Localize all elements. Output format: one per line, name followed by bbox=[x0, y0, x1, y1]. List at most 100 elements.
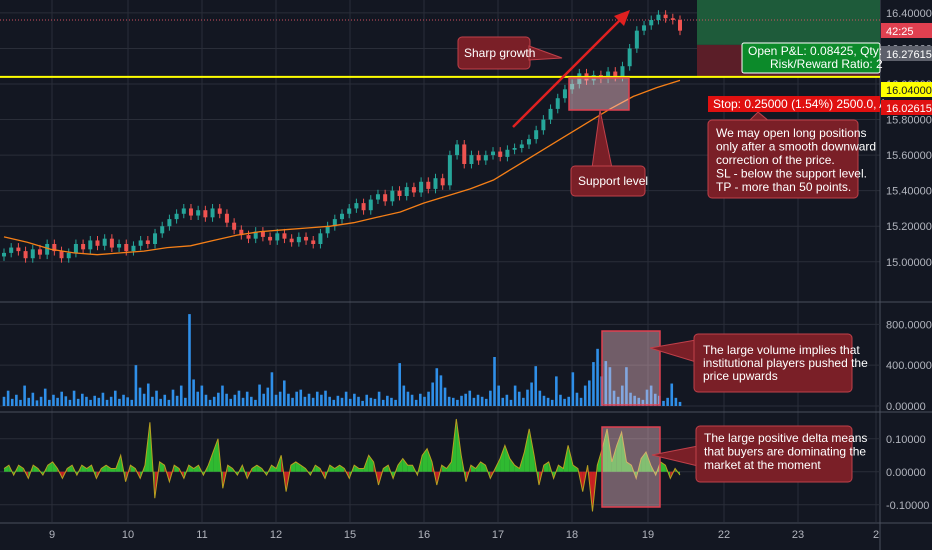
candle-body bbox=[325, 226, 330, 234]
volume-bar bbox=[142, 393, 146, 406]
candle-body bbox=[246, 235, 251, 239]
candle-body bbox=[332, 219, 337, 227]
volume-bar bbox=[579, 397, 583, 406]
volume-bar bbox=[109, 396, 113, 406]
delta-segment bbox=[368, 455, 374, 472]
volume-bar bbox=[472, 397, 476, 406]
volume-tick-label: 0.00000 bbox=[886, 401, 926, 413]
candle-body bbox=[368, 199, 373, 211]
candle-body bbox=[59, 251, 64, 259]
candle-body bbox=[81, 244, 86, 250]
volume-bar bbox=[402, 385, 406, 406]
volume-bar bbox=[81, 393, 84, 406]
delta-segment bbox=[101, 465, 107, 472]
volume-bar bbox=[394, 399, 397, 406]
candle-body bbox=[555, 98, 560, 109]
volume-bar bbox=[151, 396, 154, 406]
volume-bar bbox=[225, 393, 228, 406]
volume-bar bbox=[52, 394, 55, 406]
candle-body bbox=[678, 20, 682, 31]
sharp-growth-text: Sharp growth bbox=[464, 46, 535, 60]
candle-body bbox=[404, 187, 409, 196]
delta-segment bbox=[602, 428, 608, 472]
volume-highlight-box bbox=[601, 330, 661, 406]
candle-body bbox=[30, 249, 35, 259]
candle-body bbox=[232, 222, 237, 230]
delta-segment bbox=[295, 461, 301, 472]
volume-bar bbox=[89, 399, 92, 406]
volume-bar bbox=[270, 372, 274, 406]
candle-body bbox=[188, 208, 193, 216]
delta-segment bbox=[193, 465, 199, 472]
candle-body bbox=[375, 194, 380, 200]
y-tick-label: 15.00000 bbox=[886, 257, 932, 269]
candle-body bbox=[447, 155, 452, 186]
candle-body bbox=[526, 139, 531, 145]
candle-body bbox=[304, 236, 309, 241]
delta-segment bbox=[509, 458, 515, 472]
support-level-text: Support level bbox=[578, 174, 648, 188]
volume-bar bbox=[670, 383, 674, 406]
volume-bar bbox=[332, 399, 336, 406]
candle-body bbox=[570, 84, 575, 90]
volume-bar bbox=[365, 394, 369, 406]
support-price-badge-bg bbox=[881, 82, 932, 97]
delta-segment bbox=[660, 461, 666, 472]
volume-bars bbox=[2, 314, 682, 406]
candle-body bbox=[440, 178, 445, 186]
volume-bar bbox=[513, 385, 517, 406]
delta-segment bbox=[514, 465, 520, 472]
volume-bar bbox=[414, 399, 418, 406]
growth-arrow bbox=[512, 17, 623, 128]
delta-segment bbox=[475, 461, 481, 472]
pnl-line-1: Open P&L: 0.08425, Qty: 100 bbox=[748, 44, 906, 58]
candle-body bbox=[361, 203, 366, 211]
x-tick-label: 12 bbox=[270, 529, 282, 541]
volume-bar bbox=[662, 400, 665, 406]
candle-body bbox=[634, 30, 639, 49]
volume-bar bbox=[2, 396, 6, 406]
x-tick-label: 10 bbox=[122, 529, 134, 541]
growth-arrow-head bbox=[614, 10, 630, 26]
x-tick-label: 17 bbox=[492, 529, 504, 541]
delta-segment bbox=[480, 461, 486, 472]
delta-segment bbox=[252, 465, 257, 472]
volume-bar bbox=[571, 372, 575, 406]
x-tick-label: 18 bbox=[566, 529, 578, 541]
delta-tick-label: 0.00000 bbox=[886, 467, 926, 479]
volume-bar bbox=[262, 393, 265, 406]
candle-body bbox=[145, 240, 150, 244]
candle-body bbox=[519, 144, 524, 148]
volume-bar bbox=[592, 362, 595, 406]
delta-segment bbox=[402, 458, 408, 472]
volume-bar bbox=[122, 394, 125, 406]
price-candles bbox=[2, 10, 682, 263]
candle-body bbox=[390, 190, 395, 202]
volume-bar bbox=[369, 397, 373, 406]
volume-bar bbox=[534, 366, 538, 406]
candle-body bbox=[282, 233, 287, 239]
delta-segment bbox=[359, 468, 364, 472]
candle-body bbox=[224, 213, 229, 223]
volume-bar bbox=[336, 395, 340, 406]
stop-label-box bbox=[708, 96, 880, 112]
candle-body bbox=[354, 203, 359, 209]
volume-bar bbox=[126, 397, 129, 406]
candle-body bbox=[196, 210, 201, 216]
volume-bar bbox=[373, 398, 377, 406]
candle-body bbox=[433, 178, 438, 189]
volume-bar bbox=[208, 399, 212, 406]
candle-body bbox=[167, 219, 172, 227]
candle-body bbox=[275, 233, 280, 241]
support-level-callout bbox=[570, 165, 646, 197]
volume-bar bbox=[254, 399, 257, 406]
volume-bar bbox=[427, 391, 430, 406]
volume-bar bbox=[567, 396, 571, 406]
volume-bar bbox=[43, 388, 47, 406]
volume-bar bbox=[250, 396, 253, 406]
volume-bar bbox=[546, 397, 550, 406]
volume-bar bbox=[604, 361, 608, 406]
volume-bar bbox=[159, 398, 162, 406]
volume-bar bbox=[56, 397, 59, 406]
current-price-badge: 16.27615 bbox=[886, 49, 932, 61]
